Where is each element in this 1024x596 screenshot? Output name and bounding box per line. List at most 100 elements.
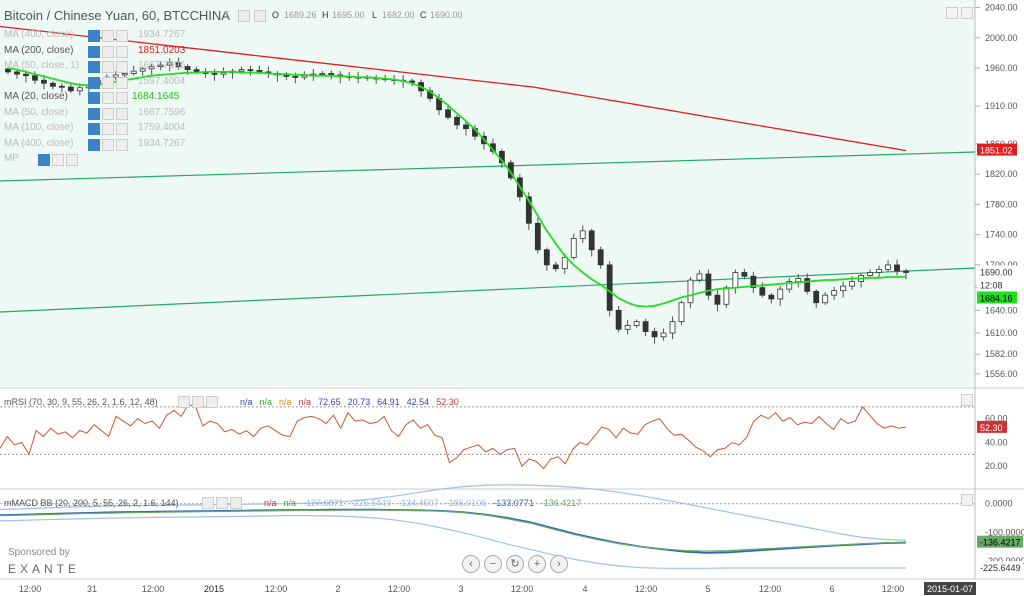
legend-label: MA (50, close) xyxy=(4,106,68,118)
macd-close-icon[interactable] xyxy=(230,497,242,509)
settings-icon[interactable] xyxy=(238,10,250,22)
macd-eye-icon[interactable] xyxy=(216,497,228,509)
legend-row[interactable]: MA (20, close) 1684.1645 xyxy=(4,90,179,104)
eye-icon[interactable] xyxy=(88,107,100,120)
macd-series-3[interactable] xyxy=(0,515,906,569)
legend-label: MA (50, close, 1) xyxy=(4,60,80,71)
sponsor-text: Sponsored by xyxy=(8,547,70,558)
candle-body xyxy=(463,124,469,130)
candle-body xyxy=(23,73,29,77)
legend-row[interactable]: MA (400, close) 1934.7267 xyxy=(4,137,185,151)
candle-body xyxy=(606,264,613,311)
macd-series-1[interactable] xyxy=(0,509,907,552)
eye-icon[interactable] xyxy=(88,30,100,42)
rsi-label[interactable]: mRSI (70, 30, 9, 55, 26, 2, 1.6, 12, 48) xyxy=(4,397,158,407)
candle-body xyxy=(238,69,245,72)
price-tick-10: 1640.00 xyxy=(985,305,1018,315)
ma200-line[interactable] xyxy=(0,25,907,152)
settings-icon[interactable] xyxy=(102,123,114,135)
pane-settings-icon[interactable] xyxy=(946,7,958,19)
close-icon[interactable] xyxy=(116,61,128,73)
macd-settings-icon[interactable] xyxy=(202,497,214,509)
close-icon[interactable] xyxy=(116,45,128,58)
ma20-price-label-bg xyxy=(977,291,1017,304)
candle-body xyxy=(795,278,802,282)
rsi-pane-bg xyxy=(0,390,975,487)
candle-body xyxy=(849,281,856,287)
close-icon[interactable] xyxy=(116,76,128,89)
rsi-eye-icon[interactable] xyxy=(192,396,204,408)
settings-icon[interactable] xyxy=(102,107,114,120)
close-icon[interactable] xyxy=(254,10,266,22)
trend-line-lower[interactable] xyxy=(0,267,976,313)
settings-icon[interactable] xyxy=(102,138,114,151)
ma20-price-label: 1684.16 xyxy=(980,293,1013,303)
macd-label[interactable]: mMACD BB (20, 200, 5, 55, 26, 2, 1.6, 14… xyxy=(4,498,179,508)
ma200-price-label-bg xyxy=(977,143,1017,156)
legend-row[interactable]: MA (100, close) 1759.4004 xyxy=(4,121,185,135)
pane-maximize-icon[interactable] xyxy=(961,7,973,19)
time-label-11: 5 xyxy=(705,584,710,594)
ohlc-h-label: H xyxy=(322,10,329,20)
rsi-line[interactable] xyxy=(0,403,907,470)
settings-icon[interactable] xyxy=(102,45,114,58)
close-icon[interactable] xyxy=(116,138,128,151)
price-tick-11: 1610.00 xyxy=(985,328,1018,338)
settings-icon[interactable] xyxy=(52,154,64,166)
ohlc-c-value: 1690.00 xyxy=(430,10,463,20)
candle-body xyxy=(714,294,721,305)
close-icon[interactable] xyxy=(116,123,128,135)
close-icon[interactable] xyxy=(116,30,128,42)
eye-icon[interactable] xyxy=(88,138,100,151)
rsi-pane-icon[interactable] xyxy=(961,394,973,406)
eye-icon[interactable] xyxy=(88,45,100,58)
close-icon[interactable] xyxy=(116,107,128,120)
settings-icon[interactable] xyxy=(102,92,114,104)
macd-last-label: -136.4217 xyxy=(980,538,1021,548)
legend-row[interactable]: MP xyxy=(4,152,78,166)
legend-row[interactable]: MA (400, close) 1934.7267 xyxy=(4,28,185,42)
macd-pane-icon[interactable] xyxy=(961,494,973,506)
candle-body xyxy=(534,222,541,251)
candle-body xyxy=(624,325,631,330)
candle-body xyxy=(211,73,218,75)
settings-icon[interactable] xyxy=(102,76,114,89)
scroll-right-icon[interactable]: › xyxy=(550,555,568,573)
chevron-down-icon[interactable]: ▾ xyxy=(224,8,229,18)
sponsor-brand[interactable]: EXANTE xyxy=(8,562,81,576)
close-icon[interactable] xyxy=(116,92,128,104)
legend-row[interactable]: MA (200, close) 1851.0203 xyxy=(4,44,185,58)
ma20-line[interactable] xyxy=(7,67,906,308)
candle-body xyxy=(525,196,532,224)
legend-row[interactable]: MA (50, close) 1667.7596 xyxy=(4,106,185,120)
rsi-close-icon[interactable] xyxy=(206,396,218,408)
eye-icon[interactable] xyxy=(88,61,100,73)
candle-body xyxy=(588,230,595,251)
axes-group: 2040.002000.001960.001910.001860.001820.… xyxy=(19,3,1024,595)
candle-body xyxy=(894,264,900,272)
ohlc-h-value: 1695.00 xyxy=(332,10,365,20)
eye-icon[interactable] xyxy=(88,76,100,89)
rsi-settings-icon[interactable] xyxy=(178,396,190,408)
reset-icon[interactable]: ↻ xyxy=(506,555,524,573)
zoom-out-icon[interactable]: − xyxy=(484,555,502,573)
zoom-in-icon[interactable]: + xyxy=(528,555,546,573)
time-label-12: 12:00 xyxy=(759,584,782,594)
eye-icon[interactable] xyxy=(88,123,100,135)
macd-series-2[interactable] xyxy=(0,484,907,541)
price-tick-1: 2000.00 xyxy=(985,33,1018,43)
eye-icon[interactable] xyxy=(38,154,50,166)
price-tick-12: 1582.00 xyxy=(985,349,1018,359)
trend-line-upper[interactable] xyxy=(0,151,976,182)
scroll-left-icon[interactable]: ‹ xyxy=(462,555,480,573)
settings-icon[interactable] xyxy=(102,61,114,73)
candle-body xyxy=(750,275,757,289)
eye-icon[interactable] xyxy=(88,92,100,104)
settings-icon[interactable] xyxy=(102,30,114,42)
macd-tick-2: -200.0000 xyxy=(985,556,1024,566)
legend-row[interactable]: MA (50, close, 1) 1667.7596 xyxy=(4,59,185,73)
candle-body xyxy=(831,290,838,296)
close-icon[interactable] xyxy=(66,154,78,166)
symbol-title[interactable]: Bitcoin / Chinese Yuan, 60, BTCCHINA xyxy=(4,8,230,23)
